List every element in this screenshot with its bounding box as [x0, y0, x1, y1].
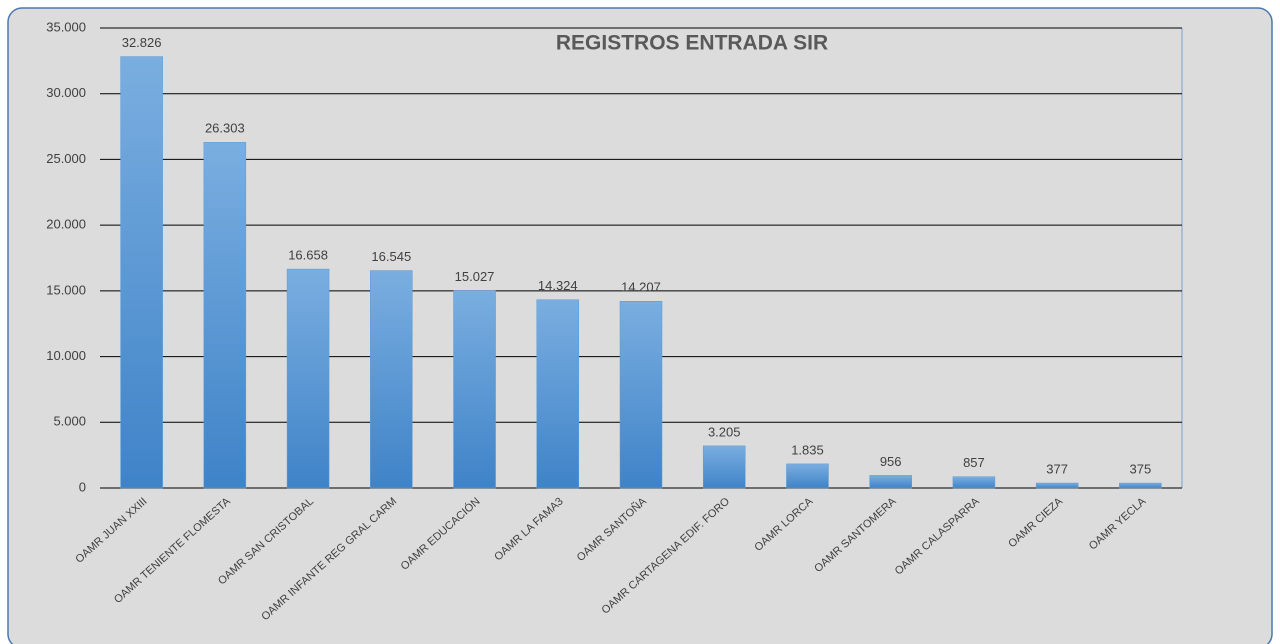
bar	[286, 268, 330, 489]
bar	[786, 463, 829, 489]
bar	[370, 270, 413, 489]
bar	[869, 475, 912, 489]
y-tick-label: 10.000	[46, 348, 86, 363]
bar	[1119, 482, 1162, 489]
bar	[536, 299, 580, 489]
data-label: 14.324	[538, 278, 578, 293]
bar	[453, 290, 496, 489]
data-label: 3.205	[708, 424, 741, 439]
y-tick-label: 30.000	[46, 85, 86, 100]
data-label: 377	[1046, 461, 1068, 476]
y-tick-label: 20.000	[46, 217, 86, 232]
bar	[619, 301, 663, 489]
y-tick-label: 15.000	[46, 282, 86, 297]
bar	[952, 476, 996, 489]
data-label: 15.027	[455, 269, 495, 284]
data-label: 32.826	[122, 35, 162, 50]
data-label: 857	[963, 455, 985, 470]
bar	[1035, 482, 1079, 489]
data-label: 16.545	[371, 249, 411, 264]
bar	[203, 142, 247, 489]
bar	[702, 445, 746, 489]
y-tick-label: 25.000	[46, 151, 86, 166]
y-tick-label: 35.000	[46, 19, 86, 34]
data-label: 14.207	[621, 280, 661, 295]
y-tick-label: 5.000	[53, 414, 86, 429]
data-label: 956	[880, 454, 902, 469]
data-label: 26.303	[205, 121, 245, 136]
data-label: 16.658	[288, 248, 328, 263]
chart-title: REGISTROS ENTRADA SIR	[556, 32, 828, 55]
data-label: 375	[1130, 462, 1152, 477]
bar	[120, 56, 163, 489]
data-label: 1.835	[791, 442, 824, 457]
y-tick-label: 0	[79, 479, 86, 494]
